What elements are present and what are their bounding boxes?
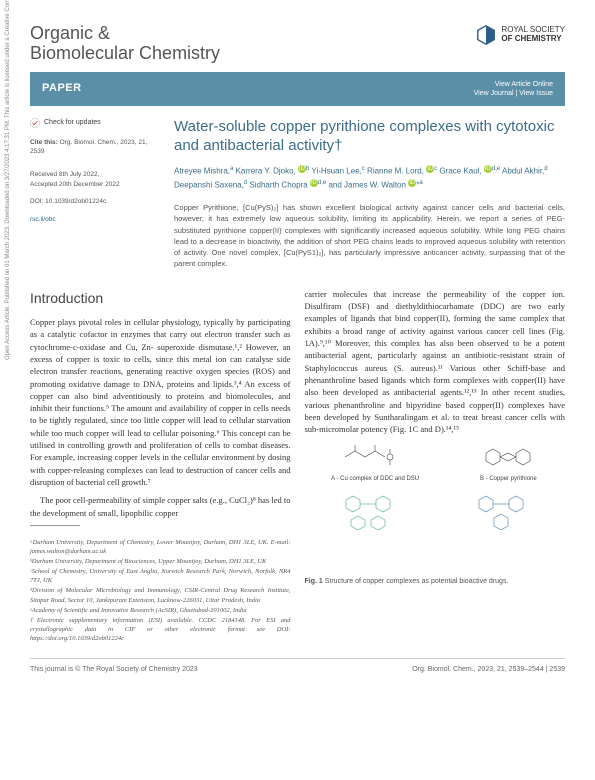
- rsc-short-link[interactable]: rsc.li/obc: [30, 216, 56, 223]
- view-journal-link[interactable]: View Journal | View Issue: [474, 90, 553, 97]
- check-updates-label: Check for updates: [44, 118, 101, 128]
- journal-title: Organic & Biomolecular Chemistry: [30, 24, 220, 64]
- doi-text: DOI: 10.1039/d2ob01224c: [30, 197, 160, 207]
- journal-title-line1: Organic &: [30, 23, 110, 43]
- affiliation-item: ᵉAcademy of Scientific and Innovative Re…: [30, 606, 291, 615]
- citation-block: Cite this: Org. Biomol. Chem., 2023, 21,…: [30, 138, 160, 156]
- affiliation-item: ᵈDivision of Molecular Microbiology and …: [30, 586, 291, 604]
- left-sidebar: Check for updates Cite this: Org. Biomol…: [30, 118, 160, 288]
- article-header-col: Water-soluble copper pyrithione complexe…: [174, 118, 565, 288]
- view-article-link[interactable]: View Article Online: [495, 81, 553, 88]
- mol-a: A - Cu complex of DDC and DSU: [331, 443, 419, 483]
- publisher-line1: ROYAL SOCIETY: [501, 25, 565, 34]
- figure-1-caption: Fig. 1 Structure of copper complexes as …: [305, 577, 566, 587]
- mol-d: [471, 488, 531, 534]
- section-heading-intro: Introduction: [30, 288, 291, 308]
- mol-c: [338, 488, 398, 534]
- affiliation-item: ᵇDurham University, Department of Biosci…: [30, 557, 291, 566]
- affiliation-item: ᵃDurham University, Department of Chemis…: [30, 538, 291, 556]
- open-access-sidebar: Open Access Article. Published on 01 Mar…: [4, 0, 12, 360]
- accepted-date: Accepted 20th December 2022: [30, 180, 160, 190]
- cite-label: Cite this:: [30, 139, 58, 146]
- intro-p2: The poor cell-permeability of simple cop…: [30, 494, 291, 519]
- fig-caption-label: Fig. 1: [305, 578, 323, 585]
- intro-p1: Copper plays pivotal roles in cellular p…: [30, 316, 291, 488]
- intro-p3: carrier molecules that increase the perm…: [305, 288, 566, 436]
- page-container: Organic & Biomolecular Chemistry ROYAL S…: [0, 0, 595, 699]
- paper-bar-links: View Article Online View Journal | View …: [474, 80, 553, 98]
- header: Organic & Biomolecular Chemistry ROYAL S…: [30, 24, 565, 64]
- footer-citation: Org. Biomol. Chem., 2023, 21, 2539–2544 …: [412, 665, 565, 675]
- rsc-link-block: rsc.li/obc: [30, 215, 160, 225]
- fig-caption-text: Structure of copper complexes as potenti…: [325, 578, 509, 585]
- affil-divider: [30, 525, 80, 526]
- publisher-line2: OF CHEMISTRY: [501, 34, 561, 43]
- abstract: Copper Pyrithione, [Cu(PyS)₂] has shown …: [174, 202, 565, 270]
- affiliation-item: †Electronic supplementary information (E…: [30, 616, 291, 643]
- footer-copyright: This journal is © The Royal Society of C…: [30, 665, 198, 675]
- article-title: Water-soluble copper pyrithione complexe…: [174, 118, 565, 156]
- paper-label: PAPER: [42, 81, 82, 96]
- received-date: Received 8th July 2022,: [30, 170, 160, 180]
- figure-1-image: A - Cu complex of DDC and DSU B - Copper…: [305, 443, 566, 573]
- body-col-right: carrier molecules that increase the perm…: [305, 288, 566, 644]
- paper-type-bar: PAPER View Article Online View Journal |…: [30, 72, 565, 106]
- check-updates[interactable]: Check for updates: [30, 118, 160, 128]
- journal-title-line2: Biomolecular Chemistry: [30, 43, 220, 63]
- figure-1: A - Cu complex of DDC and DSU B - Copper…: [305, 443, 566, 587]
- mol-a-label: A - Cu complex of DDC and DSU: [331, 475, 419, 484]
- doi-block: DOI: 10.1039/d2ob01224c: [30, 197, 160, 207]
- affiliation-item: ᶜSchool of Chemistry, University of East…: [30, 567, 291, 585]
- mol-b-label: B - Copper pyrithione: [478, 475, 538, 484]
- publisher-name: ROYAL SOCIETY OF CHEMISTRY: [501, 26, 565, 44]
- affiliations: ᵃDurham University, Department of Chemis…: [30, 538, 291, 643]
- body-col-left: Introduction Copper plays pivotal roles …: [30, 288, 291, 644]
- content-row: Check for updates Cite this: Org. Biomol…: [30, 118, 565, 288]
- rsc-hexagon-icon: [475, 24, 497, 46]
- publisher-logo: ROYAL SOCIETY OF CHEMISTRY: [475, 24, 565, 46]
- body-columns: Introduction Copper plays pivotal roles …: [30, 288, 565, 644]
- page-footer: This journal is © The Royal Society of C…: [30, 658, 565, 675]
- authors-list: Atreyee Mishra,a Karrera Y. Djoko, iDb Y…: [174, 165, 565, 192]
- crossmark-icon: [30, 118, 40, 128]
- mol-b: B - Copper pyrithione: [478, 443, 538, 483]
- dates-block: Received 8th July 2022, Accepted 20th De…: [30, 170, 160, 190]
